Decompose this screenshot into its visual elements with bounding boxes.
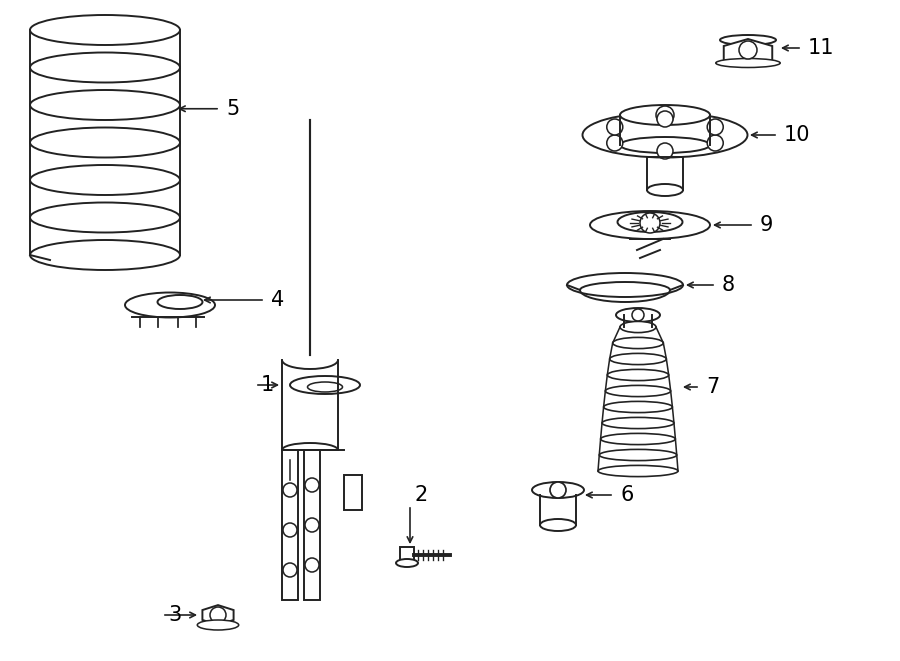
Ellipse shape xyxy=(620,137,710,153)
Ellipse shape xyxy=(197,620,238,630)
Circle shape xyxy=(707,135,724,151)
Circle shape xyxy=(550,482,566,498)
Ellipse shape xyxy=(620,105,710,125)
Circle shape xyxy=(305,478,319,492)
Ellipse shape xyxy=(608,369,669,381)
Circle shape xyxy=(283,563,297,577)
Ellipse shape xyxy=(647,184,683,196)
Bar xyxy=(282,450,298,600)
Bar xyxy=(400,547,414,563)
Ellipse shape xyxy=(617,212,682,232)
Ellipse shape xyxy=(598,465,678,477)
Ellipse shape xyxy=(396,559,418,567)
Text: 3: 3 xyxy=(168,605,181,625)
Circle shape xyxy=(305,558,319,572)
Ellipse shape xyxy=(158,295,202,309)
Text: 2: 2 xyxy=(415,485,428,505)
Circle shape xyxy=(210,607,226,623)
Text: 9: 9 xyxy=(760,215,773,235)
Circle shape xyxy=(632,309,644,321)
Circle shape xyxy=(657,111,673,127)
Circle shape xyxy=(656,106,674,124)
Text: 8: 8 xyxy=(722,275,735,295)
Ellipse shape xyxy=(716,59,780,67)
Bar xyxy=(304,450,320,600)
Circle shape xyxy=(607,135,623,151)
Ellipse shape xyxy=(606,385,670,397)
Text: 11: 11 xyxy=(808,38,834,58)
Ellipse shape xyxy=(540,519,576,531)
Circle shape xyxy=(305,518,319,532)
Circle shape xyxy=(607,119,623,135)
Ellipse shape xyxy=(290,376,360,394)
Ellipse shape xyxy=(590,211,710,239)
Circle shape xyxy=(283,483,297,497)
Ellipse shape xyxy=(599,449,677,461)
Ellipse shape xyxy=(532,482,584,498)
Text: 6: 6 xyxy=(620,485,634,505)
Ellipse shape xyxy=(609,354,666,365)
Circle shape xyxy=(739,41,757,59)
Ellipse shape xyxy=(720,35,776,45)
Text: 5: 5 xyxy=(226,98,239,119)
Bar xyxy=(344,475,362,510)
Text: 10: 10 xyxy=(784,125,811,145)
Ellipse shape xyxy=(600,434,675,445)
Text: 4: 4 xyxy=(271,290,284,310)
Polygon shape xyxy=(202,605,234,625)
Circle shape xyxy=(657,143,673,159)
Ellipse shape xyxy=(613,337,663,348)
Ellipse shape xyxy=(604,401,672,412)
Circle shape xyxy=(640,213,660,233)
Text: 1: 1 xyxy=(261,375,274,395)
Ellipse shape xyxy=(620,321,656,332)
Circle shape xyxy=(707,119,724,135)
Ellipse shape xyxy=(616,308,660,322)
Ellipse shape xyxy=(602,417,674,428)
Ellipse shape xyxy=(582,112,748,157)
Polygon shape xyxy=(724,39,772,67)
Ellipse shape xyxy=(125,293,215,317)
Text: 7: 7 xyxy=(706,377,719,397)
Ellipse shape xyxy=(308,382,343,392)
Circle shape xyxy=(283,523,297,537)
